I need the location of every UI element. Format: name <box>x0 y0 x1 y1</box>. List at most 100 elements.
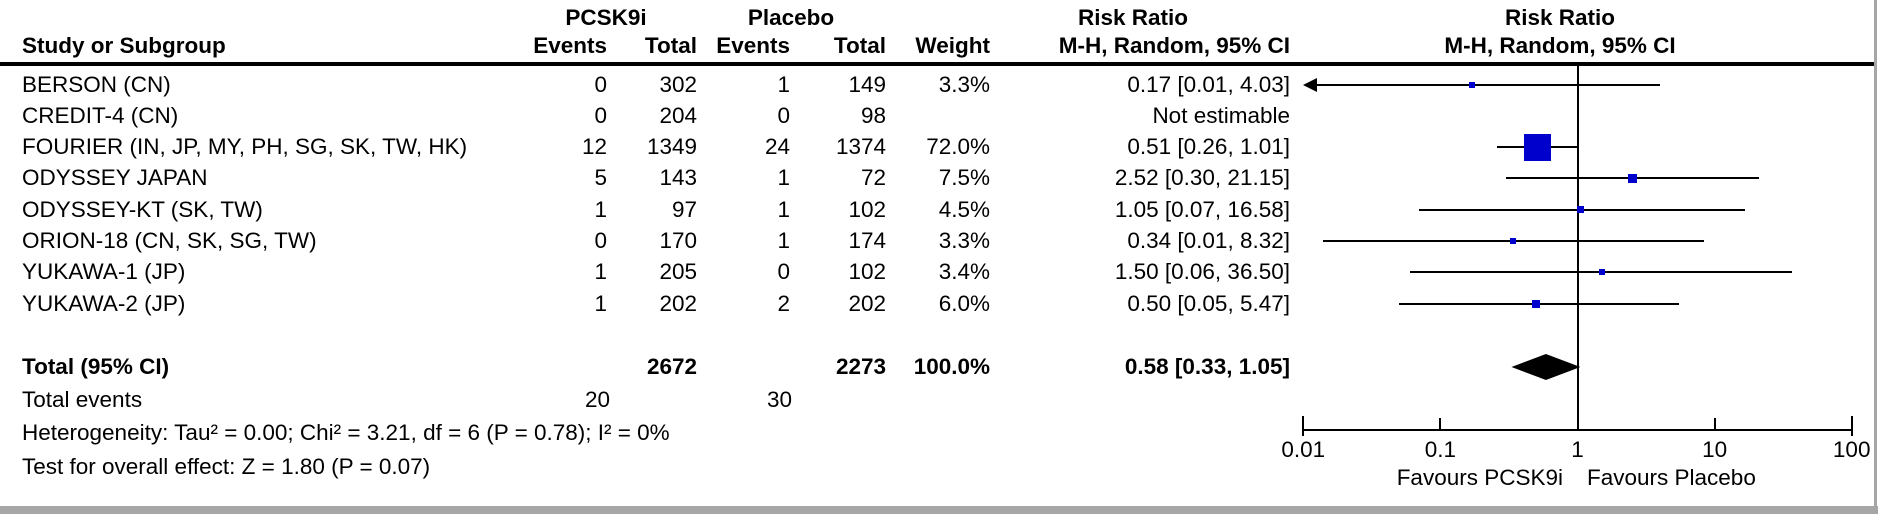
effect-square <box>1532 299 1541 308</box>
pcsk9i-total: 1349 <box>646 134 697 160</box>
total-row: Total (95% CI) 2672 2273 100.0% 0.58 [0.… <box>0 353 1878 381</box>
risk-ratio-ci-text: 0.51 [0.26, 1.01] <box>1127 134 1290 160</box>
total1-header: Total <box>644 33 697 58</box>
total-events-placebo: 30 <box>766 387 792 412</box>
study-name: ORION-18 (CN, SK, SG, TW) <box>22 228 317 253</box>
axis-tick <box>1713 418 1716 431</box>
favours-left-label: Favours PCSK9i <box>1396 465 1563 490</box>
pcsk9i-events: 0 <box>594 102 607 128</box>
risk-ratio-ci-text: 1.50 [0.06, 36.50] <box>1114 259 1290 285</box>
axis-tick <box>1576 418 1579 431</box>
placebo-total: 149 <box>848 71 886 97</box>
axis-tick-label: 1 <box>1571 437 1584 462</box>
weight-header: Weight <box>915 33 990 58</box>
total-ci-text: 0.58 [0.33, 1.05] <box>1124 354 1290 379</box>
total-events-label: Total events <box>22 387 143 412</box>
effect-square <box>1576 206 1584 214</box>
favours-right-label: Favours Placebo <box>1587 465 1756 490</box>
risk-ratio-ci-text: 0.17 [0.01, 4.03] <box>1127 71 1290 97</box>
placebo-total: 72 <box>860 165 886 191</box>
axis-tick-label: 0.1 <box>1424 437 1457 462</box>
plot-effect-method-header: M-H, Random, 95% CI <box>1444 33 1676 58</box>
study-name: ODYSSEY JAPAN <box>22 165 208 191</box>
pcsk9i-events: 12 <box>581 134 607 160</box>
risk-ratio-ci-text: Not estimable <box>1152 102 1290 128</box>
risk-ratio-ci-text: 0.34 [0.01, 8.32] <box>1127 228 1290 253</box>
ci-arrow-left <box>1303 77 1318 92</box>
study-name: FOURIER (IN, JP, MY, PH, SG, SK, TW, HK) <box>22 134 468 160</box>
events1-header: Events <box>533 33 607 58</box>
pcsk9i-events: 0 <box>594 228 607 253</box>
header-rule <box>0 62 1874 66</box>
table-row: YUKAWA-2 (JP) 1 202 2 202 6.0% 0.50 [0.0… <box>0 290 1878 318</box>
pcsk9i-total: 170 <box>659 228 697 253</box>
axis-tick-label: 100 <box>1832 437 1871 462</box>
weight-value: 3.4% <box>938 259 990 285</box>
placebo-total: 98 <box>860 102 886 128</box>
pcsk9i-total: 97 <box>671 196 697 222</box>
pcsk9i-total: 205 <box>659 259 697 285</box>
effect-square <box>1510 238 1517 244</box>
pcsk9i-total: 202 <box>659 290 697 316</box>
study-name: YUKAWA-1 (JP) <box>22 259 186 285</box>
placebo-total: 174 <box>848 228 886 253</box>
total-placebo-n: 2273 <box>835 354 886 379</box>
total-events-pcsk9i: 20 <box>584 387 610 412</box>
risk-ratio-ci-text: 2.52 [0.30, 21.15] <box>1114 165 1290 191</box>
study-name: CREDIT-4 (CN) <box>22 102 179 128</box>
placebo-events: 1 <box>777 196 790 222</box>
effect-square <box>1598 269 1605 276</box>
axis-tick-label: 10 <box>1702 437 1728 462</box>
weight-value: 3.3% <box>938 228 990 253</box>
weight-value: 6.0% <box>938 290 990 316</box>
pcsk9i-total: 143 <box>659 165 697 191</box>
bottom-window-edge <box>0 506 1878 514</box>
overall-effect-text: Test for overall effect: Z = 1.80 (P = 0… <box>22 454 431 479</box>
placebo-events: 1 <box>777 228 790 253</box>
heterogeneity-text: Heterogeneity: Tau² = 0.00; Chi² = 3.21,… <box>22 420 670 445</box>
total-pcsk9i-n: 2672 <box>646 354 697 379</box>
table-row: BERSON (CN) 0 302 1 149 3.3% 0.17 [0.01,… <box>0 71 1878 99</box>
ci-line <box>1316 83 1661 86</box>
effect-title-header: Risk Ratio <box>1077 5 1189 30</box>
total2-header: Total <box>833 33 886 58</box>
weight-value: 72.0% <box>926 134 990 160</box>
group1-header: PCSK9i <box>565 5 647 30</box>
pcsk9i-events: 5 <box>594 165 607 191</box>
pcsk9i-total: 302 <box>659 71 697 97</box>
risk-ratio-ci-text: 1.05 [0.07, 16.58] <box>1114 196 1290 222</box>
placebo-total: 1374 <box>835 134 886 160</box>
plot-effect-title-header: Risk Ratio <box>1504 5 1616 30</box>
total-events-row: Total events 20 30 <box>0 386 1878 414</box>
total-label: Total (95% CI) <box>22 354 170 379</box>
table-row: YUKAWA-1 (JP) 1 205 0 102 3.4% 1.50 [0.0… <box>0 258 1878 286</box>
pcsk9i-events: 1 <box>594 259 607 285</box>
axis-tick-label: 0.01 <box>1281 437 1326 462</box>
axis-tick <box>1439 418 1442 431</box>
risk-ratio-ci-text: 0.50 [0.05, 5.47] <box>1127 290 1290 316</box>
weight-value: 7.5% <box>938 165 990 191</box>
placebo-events: 1 <box>777 71 790 97</box>
right-window-edge <box>1874 0 1877 507</box>
placebo-events: 0 <box>777 102 790 128</box>
weight-value: 4.5% <box>938 196 990 222</box>
table-row: FOURIER (IN, JP, MY, PH, SG, SK, TW, HK)… <box>0 133 1878 161</box>
table-row: CREDIT-4 (CN) 0 204 0 98 Not estimable <box>0 102 1878 130</box>
placebo-total: 202 <box>848 290 886 316</box>
total-weight: 100.0% <box>913 354 990 379</box>
placebo-events: 0 <box>777 259 790 285</box>
placebo-total: 102 <box>848 196 886 222</box>
pcsk9i-total: 204 <box>659 102 697 128</box>
study-column-header: Study or Subgroup <box>22 33 226 58</box>
effect-method-header: M-H, Random, 95% CI <box>1058 33 1290 58</box>
group2-header: Placebo <box>747 5 835 30</box>
effect-square <box>1628 173 1638 183</box>
study-name: BERSON (CN) <box>22 71 171 97</box>
placebo-total: 102 <box>848 259 886 285</box>
table-row: ODYSSEY-KT (SK, TW) 1 97 1 102 4.5% 1.05… <box>0 196 1878 224</box>
placebo-events: 2 <box>777 290 790 316</box>
table-row: ODYSSEY JAPAN 5 143 1 72 7.5% 2.52 [0.30… <box>0 164 1878 192</box>
axis-tick <box>1850 416 1853 436</box>
placebo-events: 1 <box>777 165 790 191</box>
